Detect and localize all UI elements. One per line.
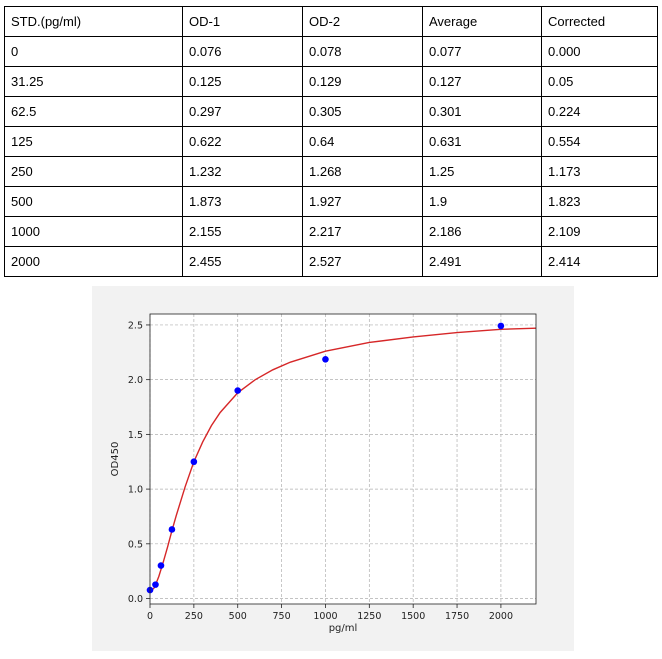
data-point [152, 581, 159, 588]
cell-std: 0 [4, 36, 183, 67]
cell-corrected: 0.000 [541, 36, 658, 67]
cell-corrected: 2.414 [541, 246, 658, 277]
standard-data-table: STD.(pg/ml) OD-1 OD-2 Average Corrected … [4, 6, 658, 277]
table-row: 0 0.076 0.078 0.077 0.000 [4, 36, 658, 67]
cell-corrected: 0.05 [541, 66, 658, 97]
cell-od2: 1.927 [302, 186, 423, 217]
table-body: 0 0.076 0.078 0.077 0.000 31.25 0.125 0.129 0.12… [4, 36, 658, 277]
cell-od2: 0.078 [302, 36, 423, 67]
header-corrected: Corrected [541, 6, 658, 37]
cell-average: 1.25 [422, 156, 542, 187]
chart-canvas: 0 250 500 750 1000 1250 1500 1750 2000 0.0 0.5 1.0… [110, 313, 537, 634]
cell-od1: 0.076 [182, 36, 303, 67]
table-header-row: STD.(pg/ml) OD-1 OD-2 Average Corrected [4, 6, 658, 37]
y-tick-label: 0.0 [128, 594, 143, 605]
gridlines [149, 314, 536, 604]
x-tick-label: 1750 [445, 611, 469, 622]
table-row: 250 1.232 1.268 1.25 1.173 [4, 156, 658, 187]
cell-std: 500 [4, 186, 183, 217]
cell-corrected: 0.224 [541, 96, 658, 127]
x-tick-label: 250 [185, 611, 203, 622]
cell-od1: 0.622 [182, 126, 303, 157]
cell-od1: 1.873 [182, 186, 303, 217]
y-tick-label: 2.5 [128, 320, 143, 331]
data-point [157, 562, 165, 569]
cell-average: 1.9 [422, 186, 542, 217]
x-tick-label: 0 [147, 611, 153, 622]
cell-od2: 0.305 [302, 96, 423, 127]
y-tick-label: 1.5 [128, 430, 143, 441]
data-point [322, 356, 329, 363]
y-axis-ticks: 0.0 0.5 1.0 1.5 2.0 2.5 [128, 320, 150, 605]
y-tick-label: 0.5 [128, 539, 143, 550]
table-row: 1000 2.155 2.217 2.186 2.109 [4, 216, 658, 247]
cell-corrected: 0.554 [541, 126, 658, 157]
table-row: 31.25 0.125 0.129 0.127 0.05 [4, 66, 658, 97]
x-tick-label: 2000 [489, 611, 513, 622]
header-od1: OD-1 [182, 6, 303, 37]
x-tick-label: 1250 [357, 611, 381, 622]
cell-od1: 2.155 [182, 216, 303, 247]
y-axis-label: OD450 [110, 442, 121, 477]
x-tick-label: 1000 [313, 611, 337, 622]
cell-od2: 0.129 [302, 66, 423, 97]
cell-od1: 0.125 [182, 66, 303, 97]
data-point [168, 526, 176, 533]
x-axis-label: pg/ml [329, 623, 358, 634]
cell-std: 250 [4, 156, 183, 187]
cell-od2: 2.527 [302, 246, 423, 277]
cell-od1: 2.455 [182, 246, 303, 277]
header-std: STD.(pg/ml) [4, 6, 183, 37]
cell-std: 125 [4, 126, 183, 157]
table-row: 62.5 0.297 0.305 0.301 0.224 [4, 96, 658, 127]
cell-corrected: 2.109 [541, 216, 658, 247]
cell-corrected: 1.173 [541, 156, 658, 187]
plot-area [150, 314, 536, 604]
cell-od2: 0.64 [302, 126, 423, 157]
cell-std: 31.25 [4, 66, 183, 97]
cell-std: 2000 [4, 246, 183, 277]
table-row: 2000 2.455 2.527 2.491 2.414 [4, 246, 658, 277]
cell-od1: 1.232 [182, 156, 303, 187]
cell-average: 0.127 [422, 66, 542, 97]
y-tick-label: 1.0 [128, 485, 143, 496]
cell-std: 1000 [4, 216, 183, 247]
x-tick-label: 500 [229, 611, 247, 622]
fit-curve-line [149, 327, 537, 593]
cell-average: 2.186 [422, 216, 542, 247]
cell-average: 2.491 [422, 246, 542, 277]
y-tick-label: 2.0 [128, 375, 143, 386]
cell-od2: 1.268 [302, 156, 423, 187]
fit-curve-group [149, 327, 537, 593]
cell-od1: 0.297 [182, 96, 303, 127]
cell-od2: 2.217 [302, 216, 423, 247]
data-point [234, 387, 242, 394]
table-row: 125 0.622 0.64 0.631 0.554 [4, 126, 658, 157]
x-tick-label: 750 [273, 611, 291, 622]
x-tick-label: 1500 [401, 611, 425, 622]
cell-std: 62.5 [4, 96, 183, 127]
cell-average: 0.077 [422, 36, 542, 67]
plot-border [149, 313, 537, 605]
cell-average: 0.631 [422, 126, 542, 157]
data-point [190, 458, 198, 466]
cell-average: 0.301 [422, 96, 542, 127]
table-row: 500 1.873 1.927 1.9 1.823 [4, 186, 658, 217]
header-average: Average [422, 6, 542, 37]
cell-corrected: 1.823 [541, 186, 658, 217]
data-point [497, 322, 505, 330]
standard-curve-chart: 0 250 500 750 1000 1250 1500 1750 2000 0.0 0.5 1.0… [92, 286, 574, 651]
x-axis-ticks: 0 250 500 750 1000 1250 1500 1750 2000 [147, 604, 513, 622]
header-od2: OD-2 [302, 6, 423, 37]
